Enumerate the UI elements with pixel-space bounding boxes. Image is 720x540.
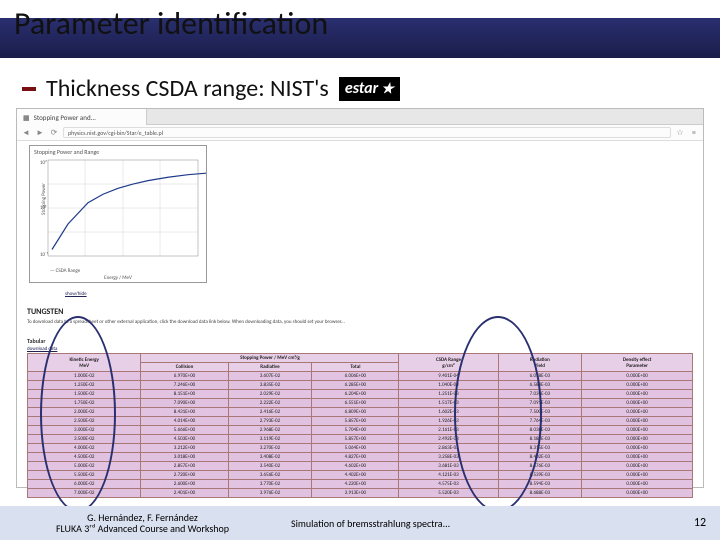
plot-svg: 10² 10¹ 10⁻¹ [30, 156, 206, 268]
highlight-oval-energy [40, 316, 116, 512]
plot-legend: — CSDA Range [30, 268, 206, 275]
star-outline-icon[interactable]: ☆ [675, 128, 685, 138]
table-row: 1.000E-026.970E+003.607E-026.006E+009.40… [28, 372, 693, 381]
table-row: 4.500E-023.018E+003.408E-024.827E+003.25… [28, 453, 693, 462]
bullet-text: Thickness CSDA range: NIST's [46, 74, 329, 103]
bullet-marker [22, 87, 36, 91]
col-radiative: Radiative [228, 363, 312, 372]
bullet-row: Thickness CSDA range: NIST's estar ★ [22, 74, 400, 103]
table-row: 1.500E-028.151E+002.029E-026.204E+001.25… [28, 390, 693, 399]
footer: G. Hernández, F. Fernández FLUKA 3ʳᵈ Adv… [0, 506, 720, 540]
browser-window: ▦ Stopping Power and... ◄ ► ⟳ physics.ni… [16, 108, 704, 488]
menu-icon[interactable]: ≡ [689, 128, 699, 138]
nav-bar: ◄ ► ⟳ physics.nist.gov/cgi-bin/Star/e_ta… [17, 125, 703, 141]
estar-label: estar [345, 79, 378, 98]
plot-ylabel: Stopping Power [41, 183, 47, 215]
footer-course: FLUKA 3ʳᵈ Advanced Course and Workshop [0, 523, 285, 534]
description-text: To download data to a spreadsheet or oth… [27, 319, 687, 325]
legend-label: CSDA Range [56, 268, 81, 274]
footer-subtitle: Simulation of bremsstrahlung spectra... [285, 517, 680, 530]
tab-bar: ▦ Stopping Power and... [17, 109, 703, 125]
col-group-stopping: Stopping Power / MeV cm²/g [141, 354, 399, 363]
caption-link[interactable]: show/hide [65, 291, 87, 297]
highlight-oval-csda [454, 316, 542, 512]
back-icon[interactable]: ◄ [21, 128, 31, 138]
page-content: Stopping Power and Range Stopping Power … [17, 141, 703, 487]
tabular-subhead: Tabular [27, 337, 46, 345]
table-row: 1.250E-027.246E+003.835E-026.285E+001.04… [28, 381, 693, 390]
slide-title: Parameter identification [14, 4, 328, 43]
footer-left: G. Hernández, F. Fernández FLUKA 3ʳᵈ Adv… [0, 512, 285, 534]
footer-page: 12 [680, 516, 720, 530]
data-table-wrap: Kinetic EnergyMeV Stopping Power / MeV c… [27, 353, 693, 498]
plot-xlabel: Energy / MeV [30, 275, 206, 281]
tab-title: Stopping Power and... [34, 113, 96, 122]
star-icon: ★ [381, 80, 394, 97]
table-row: 7.000E-022.401E+003.976E-023.913E+005.52… [28, 489, 693, 498]
col-collision: Collision [141, 363, 228, 372]
url-bar[interactable]: physics.nist.gov/cgi-bin/Star/e_table.pl [63, 127, 671, 138]
table-row: 5.000E-022.857E+003.540E-024.602E+003.68… [28, 462, 693, 471]
col-dens: Density effectParameter [582, 354, 693, 372]
col-total: Total [312, 363, 399, 372]
table-row: 5.500E-022.720E+003.656E-024.402E+004.12… [28, 471, 693, 480]
svg-text:10⁻¹: 10⁻¹ [40, 251, 49, 258]
reload-icon[interactable]: ⟳ [49, 128, 59, 138]
table-row: 4.000E-023.212E+003.270E-025.064E+002.86… [28, 444, 693, 453]
plot-title: Stopping Power and Range [30, 146, 206, 156]
table-row: 2.000E-028.431E+002.416E-026.809E+001.60… [28, 408, 693, 417]
tab-favicon: ▦ [23, 113, 30, 122]
forward-icon[interactable]: ► [35, 128, 45, 138]
svg-text:10²: 10² [40, 159, 47, 166]
data-table: Kinetic EnergyMeV Stopping Power / MeV c… [27, 353, 693, 498]
url-text: physics.nist.gov/cgi-bin/Star/e_table.pl [68, 129, 163, 137]
plot-frame: Stopping Power and Range Stopping Power … [29, 145, 207, 283]
table-row: 3.000E-025.666E+002.968E-025.704E+002.16… [28, 426, 693, 435]
browser-tab[interactable]: ▦ Stopping Power and... [17, 109, 147, 125]
table-row: 6.000E-022.600E+003.770E-024.220E+004.57… [28, 480, 693, 489]
estar-badge: estar ★ [339, 77, 400, 101]
material-heading: TUNGSTEN [27, 307, 63, 317]
table-row: 1.750E-027.090E+002.222E-026.551E+001.51… [28, 399, 693, 408]
table-row: 2.500E-024.014E+002.793E-025.857E+001.92… [28, 417, 693, 426]
table-row: 3.500E-024.503E+003.119E-025.857E+002.49… [28, 435, 693, 444]
